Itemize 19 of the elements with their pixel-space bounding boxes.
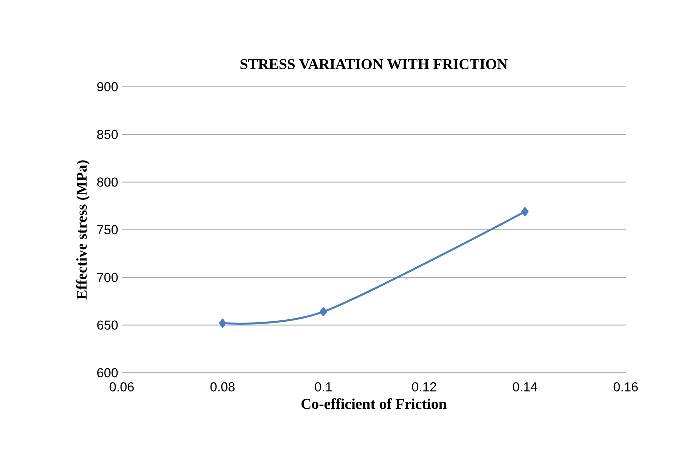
x-tick-label: 0.06 [110,382,134,392]
y-tick-label: 700 [98,273,118,282]
y-tick-label: 800 [97,178,118,187]
point [522,207,529,216]
x-axis-title: Co-efficient of Friction [302,398,447,410]
chart-title: STRESS VARIATION WITH FRICTION [240,59,508,70]
y-tick-label: 850 [97,130,118,140]
y-tick-label: 900 [97,82,118,92]
x-tick-label: 0.08 [210,382,235,392]
x-tick-label: 0.16 [614,382,638,392]
x-tick-label: 0.1 [315,382,332,392]
y-tick-label: 600 [98,368,118,378]
point [219,318,226,328]
point [320,308,328,316]
y-tick-label: 750 [98,225,118,235]
y-tick-label: 650 [98,320,118,330]
x-tick-label: 0.14 [513,382,538,392]
y-axis-title: Effective stress (MPa) [76,160,90,300]
x-tick-label: 0.12 [412,382,436,392]
